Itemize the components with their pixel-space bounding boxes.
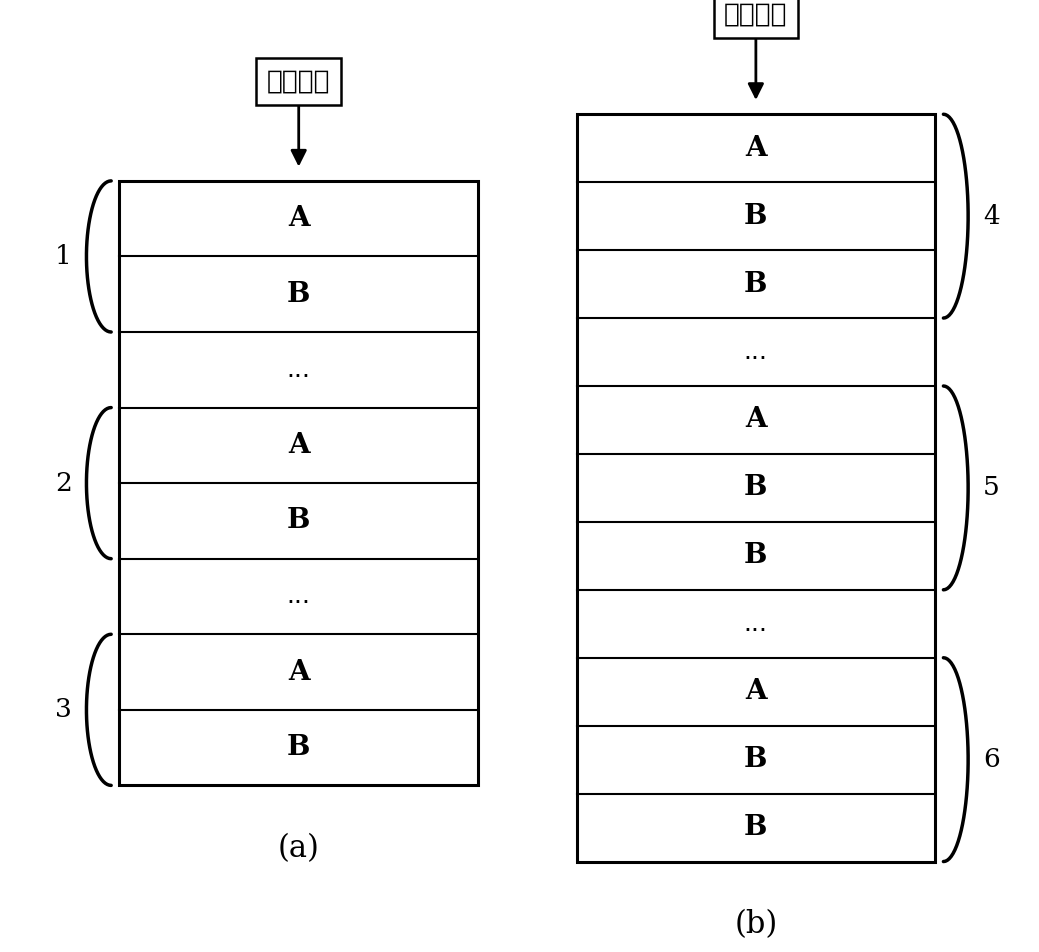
Text: B: B [744,543,768,569]
Text: 电子注入: 电子注入 [267,69,330,94]
Text: B: B [744,270,768,298]
Text: B: B [744,814,768,841]
Text: B: B [287,734,311,761]
Text: A: A [745,135,767,162]
Text: ...: ... [744,612,768,636]
Text: 3: 3 [55,697,72,723]
Text: (a): (a) [277,833,320,864]
Bar [119,181,478,785]
Text: A: A [745,407,767,433]
Text: ...: ... [287,585,311,608]
Text: 1: 1 [55,244,72,269]
Text: (b): (b) [735,909,777,941]
Text: B: B [744,203,768,229]
Text: 6: 6 [983,747,1000,772]
Text: ...: ... [287,358,311,382]
Text: A: A [288,659,310,685]
Text: 2: 2 [55,470,72,496]
Text: B: B [287,507,311,534]
Text: 5: 5 [983,475,1000,501]
Text: B: B [744,746,768,773]
Text: A: A [288,432,310,459]
Text: ...: ... [744,340,768,364]
Text: A: A [288,206,310,232]
Text: 4: 4 [983,204,1000,228]
Text: B: B [744,474,768,502]
Text: 电子注入: 电子注入 [724,2,788,28]
Bar [577,114,935,862]
Text: B: B [287,281,311,307]
Text: A: A [745,678,767,705]
